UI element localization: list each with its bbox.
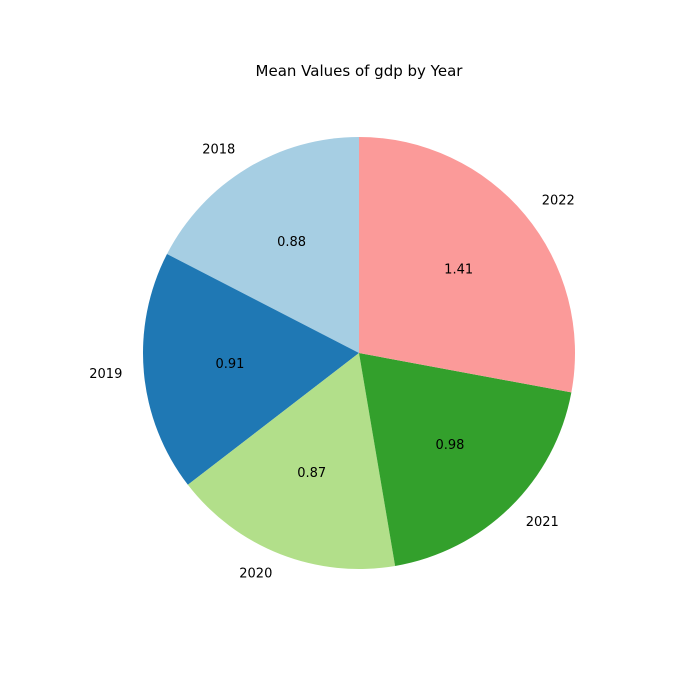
pie-slice-2022: [359, 137, 575, 393]
slice-label-2019: 2019: [89, 367, 122, 382]
value-label-2020: 0.87: [297, 466, 326, 481]
pie-slice-2019: [143, 254, 359, 485]
pie-slice-2018: [167, 137, 359, 353]
slice-label-2022: 2022: [542, 194, 575, 209]
value-label-2022: 1.41: [444, 263, 473, 278]
slice-label-2021: 2021: [526, 515, 559, 530]
chart-title: Mean Values of gdp by Year: [256, 62, 464, 80]
value-label-2018: 0.88: [277, 235, 306, 250]
slice-label-2020: 2020: [239, 567, 272, 582]
pie-slice-2020: [187, 353, 396, 570]
value-label-2021: 0.98: [435, 438, 464, 453]
pie-labels: 2018 0.88 2019 0.91 2020 0.87 2021 0.98 2022 1.41: [89, 143, 575, 582]
pie-slice-2021: [359, 353, 572, 566]
pie-slices: [143, 137, 575, 570]
slice-label-2018: 2018: [202, 143, 235, 158]
value-label-2019: 0.91: [215, 357, 244, 372]
